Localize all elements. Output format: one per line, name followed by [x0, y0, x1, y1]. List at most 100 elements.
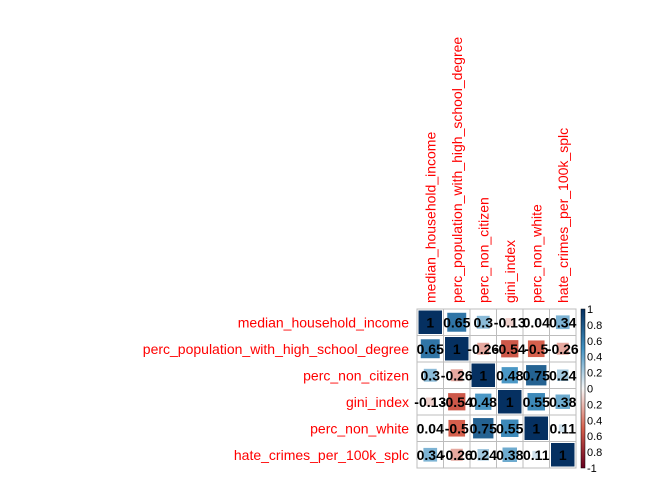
corr-value: 0.75 [470, 420, 497, 436]
colorbar-tick: 0.8 [587, 320, 602, 332]
corr-value: -0.26 [441, 447, 473, 463]
corr-square [450, 448, 463, 461]
corr-square [505, 318, 514, 327]
corr-square [476, 315, 490, 329]
row-label: gini_index [346, 394, 409, 410]
column-label: perc_non_white [528, 204, 544, 303]
corr-square [427, 425, 433, 431]
colorbar-tick: 0.4 [587, 415, 602, 427]
cells-layer [418, 310, 575, 467]
corr-square [533, 319, 539, 325]
corr-value: 0.38 [496, 447, 523, 463]
colorbar-tick: 1 [587, 304, 593, 316]
corr-square [527, 340, 545, 358]
corr-square [556, 369, 569, 382]
corr-value: 0.38 [549, 394, 576, 410]
corr-value: 0.04 [417, 420, 444, 436]
corr-square [445, 337, 469, 361]
row-label: hate_crimes_per_100k_splc [234, 447, 409, 463]
corr-square [502, 447, 517, 462]
corr-value: 0.11 [523, 447, 550, 463]
corr-value: 0.24 [470, 447, 497, 463]
column-label: perc_non_citizen [475, 197, 491, 303]
corr-square [532, 450, 541, 459]
corr-value: -0.26 [441, 367, 473, 383]
corr-value: -0.5 [445, 420, 469, 436]
corr-value: 0.34 [417, 447, 444, 463]
corr-square [471, 363, 495, 387]
corr-value: 1 [532, 420, 540, 436]
row-label: perc_non_white [310, 420, 409, 436]
corr-square [448, 419, 466, 437]
grid-cell [496, 441, 524, 469]
corr-square [558, 424, 567, 433]
corr-square [450, 369, 463, 382]
corr-square [477, 342, 490, 355]
column-label: perc_population_with_high_school_degree [449, 37, 465, 303]
colorbar: 1 0.8 0.6 0.4 0.2 0 0.2 0.4 0.6 0.8 -1 [580, 304, 602, 475]
corr-square [555, 315, 570, 330]
corr-value: 0.48 [496, 367, 523, 383]
row-labels: median_household_income perc_population_w… [143, 314, 409, 463]
corr-square [423, 447, 438, 462]
corr-square [447, 312, 467, 332]
colorbar-tick: 0.6 [587, 336, 602, 348]
corr-value: 0.04 [523, 314, 550, 330]
corr-square [555, 394, 570, 409]
grid-cell [443, 361, 471, 389]
corr-value: 0.65 [417, 341, 444, 357]
corr-value: 1 [453, 341, 461, 357]
grid-cell [549, 414, 577, 442]
corr-square [498, 390, 522, 414]
corr-square [448, 393, 466, 411]
row-label: perc_non_citizen [303, 367, 409, 383]
corr-value: -0.5 [524, 341, 548, 357]
corr-square [501, 340, 519, 358]
corr-square [527, 393, 545, 411]
corr-square [423, 368, 437, 382]
corr-value: 0.65 [443, 314, 470, 330]
corr-value: 0.48 [470, 394, 497, 410]
colorbar-tick: 0.8 [587, 447, 602, 459]
corr-value: 0.55 [496, 420, 523, 436]
corr-value: -0.54 [441, 394, 473, 410]
corr-square [477, 448, 490, 461]
corr-square [475, 393, 492, 410]
corr-value: -0.26 [547, 341, 579, 357]
corr-square [524, 416, 548, 440]
column-labels: median_household_income perc_population_w… [422, 37, 571, 303]
colorbar-tick: -1 [587, 463, 597, 475]
colorbar-tick: 0 [587, 384, 593, 396]
row-label: median_household_income [238, 314, 409, 330]
corr-value: 0.34 [549, 314, 576, 330]
corr-square [556, 342, 569, 355]
corr-value: 1 [559, 447, 567, 463]
corr-value: -0.54 [494, 341, 526, 357]
corr-value: 0.11 [550, 420, 577, 436]
corr-square [526, 365, 547, 386]
corr-value: 0.24 [549, 367, 576, 383]
corr-value: 0.3 [421, 367, 441, 383]
colorbar-gradient [580, 308, 586, 469]
corr-square [426, 397, 435, 406]
corr-square [420, 339, 440, 359]
corr-square [473, 418, 494, 439]
corr-square [501, 367, 518, 384]
corr-value: -0.26 [467, 341, 499, 357]
column-label: median_household_income [422, 132, 438, 303]
corr-value: 0.3 [474, 314, 494, 330]
colorbar-tick: 0.2 [587, 399, 602, 411]
corr-square [418, 310, 442, 334]
corr-value: -0.13 [414, 394, 446, 410]
corr-value: 0.55 [523, 394, 550, 410]
colorbar-tick: 0.6 [587, 431, 602, 443]
colorbar-tick: 0.4 [587, 352, 602, 364]
corr-square [501, 419, 519, 437]
corr-value: 1 [426, 314, 434, 330]
colorbar-tick: 0.2 [587, 368, 602, 380]
column-label: gini_index [502, 240, 518, 303]
corr-value: 0.75 [523, 367, 550, 383]
corr-value: 1 [479, 367, 487, 383]
values-layer: 1 0.65 0.3 -0.130.04 0.340.65 1 -0.26-0.54-0.5… [414, 314, 579, 463]
